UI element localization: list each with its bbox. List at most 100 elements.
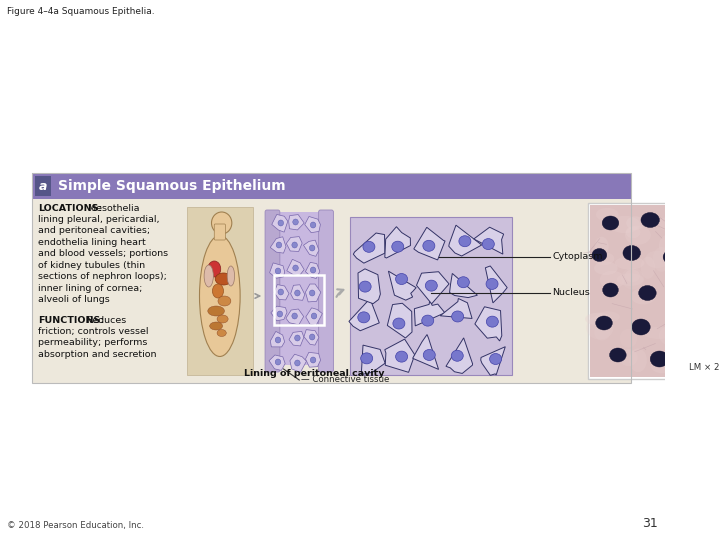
Text: Lining of peritoneal cavity: Lining of peritoneal cavity — [244, 369, 384, 378]
Ellipse shape — [674, 363, 697, 374]
Polygon shape — [269, 355, 285, 370]
Text: FUNCTIONS:: FUNCTIONS: — [38, 316, 104, 325]
Polygon shape — [446, 338, 472, 374]
Polygon shape — [290, 354, 307, 372]
Ellipse shape — [486, 316, 498, 327]
Ellipse shape — [665, 273, 679, 294]
Ellipse shape — [631, 288, 655, 305]
Polygon shape — [289, 214, 304, 230]
Circle shape — [278, 289, 284, 295]
Ellipse shape — [603, 283, 618, 297]
Ellipse shape — [652, 247, 671, 272]
Ellipse shape — [210, 322, 222, 330]
Ellipse shape — [670, 316, 685, 330]
Ellipse shape — [593, 252, 614, 265]
Ellipse shape — [668, 353, 688, 373]
Bar — [350, 217, 512, 375]
Ellipse shape — [359, 281, 371, 292]
Ellipse shape — [626, 226, 640, 238]
Ellipse shape — [703, 291, 720, 303]
Circle shape — [278, 220, 284, 226]
Ellipse shape — [619, 349, 638, 366]
Ellipse shape — [659, 234, 680, 258]
Text: Cytoplasm: Cytoplasm — [552, 252, 603, 261]
Bar — [271, 212, 329, 365]
Bar — [35, 176, 51, 196]
Polygon shape — [416, 272, 449, 304]
Ellipse shape — [650, 351, 669, 367]
Circle shape — [310, 267, 316, 273]
Text: a: a — [38, 179, 47, 192]
Ellipse shape — [620, 329, 637, 348]
Ellipse shape — [490, 354, 502, 364]
Ellipse shape — [682, 220, 698, 234]
Bar — [186, 207, 253, 375]
FancyBboxPatch shape — [215, 224, 225, 240]
Ellipse shape — [459, 236, 471, 247]
Circle shape — [310, 357, 316, 363]
Polygon shape — [354, 233, 385, 263]
Polygon shape — [349, 299, 379, 331]
Ellipse shape — [676, 280, 693, 294]
Ellipse shape — [609, 216, 640, 233]
Ellipse shape — [682, 240, 702, 251]
Ellipse shape — [585, 313, 612, 326]
Ellipse shape — [217, 329, 226, 336]
Ellipse shape — [486, 279, 498, 289]
Ellipse shape — [204, 265, 213, 287]
Ellipse shape — [670, 321, 690, 336]
Ellipse shape — [600, 271, 625, 289]
Circle shape — [310, 245, 315, 251]
Circle shape — [294, 290, 300, 296]
Ellipse shape — [423, 349, 436, 361]
Ellipse shape — [358, 312, 370, 323]
Text: — Connective tissue: — Connective tissue — [301, 375, 390, 384]
Polygon shape — [358, 269, 380, 303]
Polygon shape — [485, 266, 507, 303]
Bar — [590, 205, 720, 377]
Ellipse shape — [594, 261, 618, 275]
Ellipse shape — [665, 204, 684, 223]
Circle shape — [310, 290, 315, 296]
Circle shape — [294, 360, 300, 366]
Ellipse shape — [643, 327, 674, 339]
Ellipse shape — [592, 248, 607, 261]
Ellipse shape — [677, 209, 703, 219]
Ellipse shape — [595, 316, 612, 330]
Polygon shape — [274, 285, 289, 300]
Ellipse shape — [703, 205, 720, 220]
Ellipse shape — [217, 315, 228, 323]
Polygon shape — [384, 339, 415, 372]
Ellipse shape — [594, 325, 611, 341]
Ellipse shape — [693, 267, 720, 280]
Ellipse shape — [363, 241, 375, 252]
Ellipse shape — [596, 208, 618, 221]
Ellipse shape — [595, 237, 608, 256]
Polygon shape — [474, 227, 503, 254]
Bar — [274, 275, 324, 326]
Ellipse shape — [641, 213, 660, 227]
Ellipse shape — [625, 226, 651, 245]
Ellipse shape — [212, 284, 223, 298]
Text: Nucleus: Nucleus — [552, 288, 590, 298]
Polygon shape — [440, 299, 472, 319]
Ellipse shape — [208, 261, 221, 277]
Text: LM × 238: LM × 238 — [689, 363, 720, 372]
Polygon shape — [270, 237, 286, 253]
Polygon shape — [387, 303, 412, 338]
Ellipse shape — [610, 348, 626, 362]
Text: Figure 4–4a Squamous Epithelia.: Figure 4–4a Squamous Epithelia. — [7, 7, 155, 16]
Ellipse shape — [361, 353, 373, 364]
FancyBboxPatch shape — [265, 210, 280, 372]
FancyBboxPatch shape — [319, 210, 333, 372]
Ellipse shape — [707, 316, 720, 334]
Ellipse shape — [423, 240, 435, 251]
Ellipse shape — [616, 273, 644, 286]
Ellipse shape — [714, 217, 720, 229]
Ellipse shape — [692, 350, 706, 363]
Text: lining pleural, pericardial,
and peritoneal cavities;
endothelia lining heart
an: lining pleural, pericardial, and periton… — [38, 215, 168, 304]
Ellipse shape — [395, 274, 408, 285]
Circle shape — [293, 265, 298, 271]
Polygon shape — [289, 332, 304, 346]
Ellipse shape — [451, 311, 464, 322]
